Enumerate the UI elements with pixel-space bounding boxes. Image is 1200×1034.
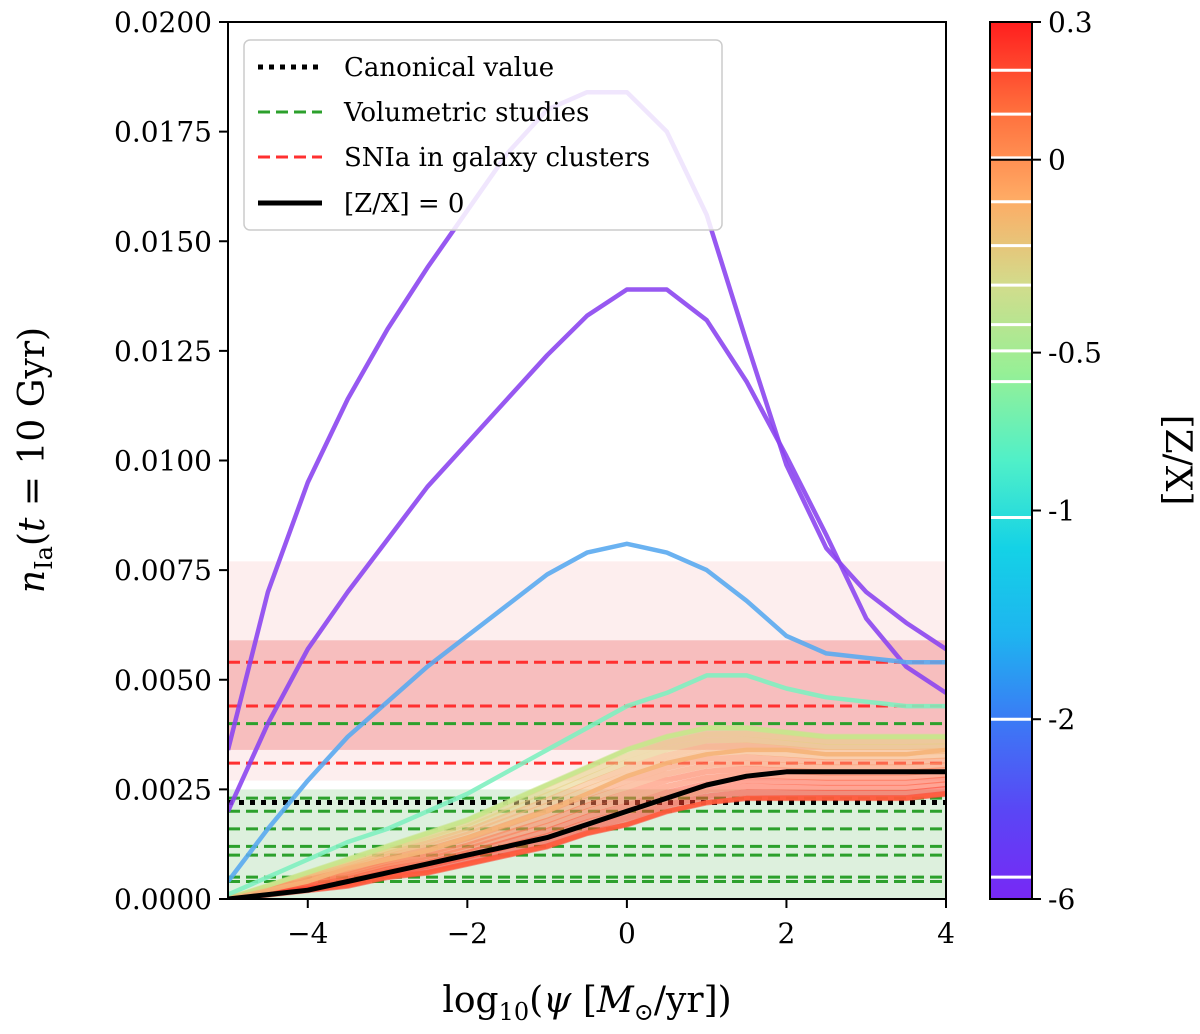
x-tick-label-3: 2	[778, 917, 796, 950]
y-tick-label-2: 0.0050	[114, 664, 212, 697]
legend-label-clusters: SNIa in galaxy clusters	[344, 143, 650, 173]
x-tick-label-2: 0	[618, 917, 636, 950]
colorbar-gradient	[990, 22, 1032, 899]
series-line-3	[228, 673, 946, 897]
colorbar-tick-label-2: -0.5	[1048, 337, 1102, 370]
colorbar-tick-label-0: 0.3	[1048, 6, 1093, 39]
colorbar-frame	[989, 21, 1033, 900]
y-tick-label-8: 0.0200	[114, 6, 212, 39]
y-tick-label-1: 0.0025	[114, 773, 212, 806]
series-line-7	[228, 769, 946, 899]
colorbar-tick-label-5: -6	[1048, 883, 1075, 916]
y-tick-label-3: 0.0075	[114, 554, 212, 587]
colorbar-tick-label-3: -1	[1048, 494, 1075, 527]
y-tick-label-5: 0.0125	[114, 335, 212, 368]
y-tick-label-7: 0.0175	[114, 116, 212, 149]
y-axis-title: nIa(t = 10 Gyr)	[12, 327, 58, 593]
x-axis-title: log10(ψ [M⊙/yr])	[442, 980, 731, 1026]
colorbar-title: [Z/X]	[1157, 415, 1198, 506]
legend: Canonical value Volumetric studies SNIa …	[243, 39, 723, 231]
series-line-1	[228, 287, 946, 813]
colorbar: 0.3 0 -0.5 -1 -2 -6 [Z/X]	[989, 6, 1198, 916]
series-line-2	[228, 541, 946, 883]
colorbar-tick-label-1: 0	[1048, 144, 1066, 177]
legend-box	[243, 39, 723, 231]
colorbar-tick-label-4: -2	[1048, 703, 1075, 736]
series-line-5	[228, 747, 946, 899]
legend-label-solar: [Z/X] = 0	[344, 189, 464, 219]
x-tick-label-4: 4	[937, 917, 955, 950]
series-line-4	[228, 725, 946, 899]
y-tick-label-4: 0.0100	[114, 445, 212, 478]
y-axis-ticks: 0.0000 0.0025 0.0050 0.0075 0.0100 0.0125 0.01…	[114, 6, 228, 916]
y-tick-label-0: 0.0000	[114, 883, 212, 916]
legend-label-canonical: Canonical value	[344, 53, 554, 83]
legend-label-volumetric: Volumetric studies	[343, 98, 589, 128]
colorbar-ticks: 0.3 0 -0.5 -1 -2 -6	[1032, 6, 1102, 916]
x-tick-label-0: −4	[287, 917, 328, 950]
series-line-6	[228, 791, 946, 899]
x-axis-ticks: −4 −2 0 2 4	[287, 899, 955, 950]
x-tick-label-1: −2	[447, 917, 488, 950]
y-tick-label-6: 0.0150	[114, 225, 212, 258]
colorbar-level-lines	[990, 68, 1032, 879]
